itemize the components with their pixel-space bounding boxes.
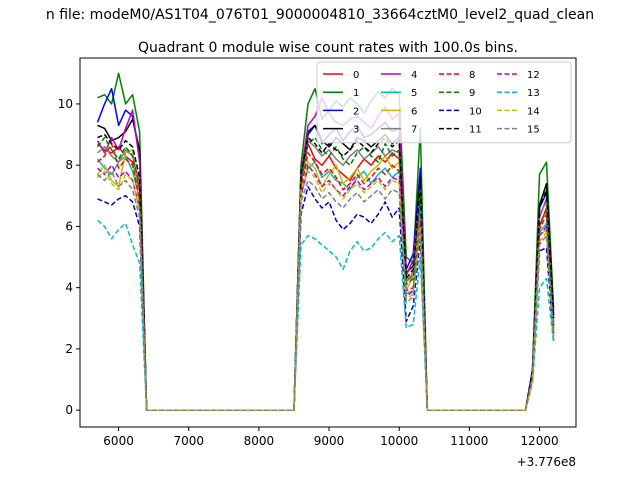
y-tick-label: 4 (65, 281, 73, 295)
y-tick-label: 0 (65, 403, 73, 417)
legend-label-10: 10 (469, 106, 482, 117)
y-tick-label: 6 (65, 219, 73, 233)
x-tick-label: 10000 (380, 434, 418, 448)
axes-frame (79, 57, 577, 428)
legend-label-12: 12 (527, 70, 540, 81)
series-line-14 (97, 170, 555, 411)
legend-label-14: 14 (527, 106, 540, 117)
x-tick-label: 7000 (173, 434, 204, 448)
legend-label-0: 0 (353, 70, 359, 81)
legend-label-4: 4 (411, 70, 417, 81)
plot-area: 6000 7000 8000 9000 10000 11000 12000 0246810 … (58, 57, 577, 469)
legend-label-15: 15 (527, 125, 540, 136)
x-tick-label: 12000 (520, 434, 558, 448)
figure-suptitle: n file: modeM0/AS1T04_076T01_9000004810_… (46, 7, 594, 23)
x-tick-label: 9000 (314, 434, 345, 448)
legend-label-1: 1 (353, 88, 359, 99)
x-axis: 6000 7000 8000 9000 10000 11000 12000 (103, 427, 559, 448)
legend-box (316, 61, 572, 144)
legend-label-2: 2 (353, 106, 359, 117)
legend-label-3: 3 (353, 125, 359, 136)
legend-label-8: 8 (469, 70, 475, 81)
y-tick-label: 2 (65, 342, 73, 356)
series-line-15 (97, 170, 555, 411)
legend-label-6: 6 (411, 106, 417, 117)
x-tick-label: 11000 (450, 434, 488, 448)
y-axis: 0 2 4 6 8 10 (58, 97, 80, 417)
y-tick-label: 10 (58, 97, 73, 111)
legend-label-5: 5 (411, 88, 417, 99)
legend-label-9: 9 (469, 88, 475, 99)
x-axis-offset-label: +3.776e8 (517, 455, 576, 469)
x-tick-label: 6000 (103, 434, 134, 448)
y-tick-label: 8 (65, 158, 73, 172)
legend-label-13: 13 (527, 88, 540, 99)
x-tick-label: 8000 (244, 434, 275, 448)
series-line-10 (97, 185, 555, 411)
legend-label-11: 11 (469, 125, 482, 136)
legend-label-7: 7 (411, 125, 417, 136)
chart-title: Quadrant 0 module wise count rates with … (138, 40, 518, 56)
